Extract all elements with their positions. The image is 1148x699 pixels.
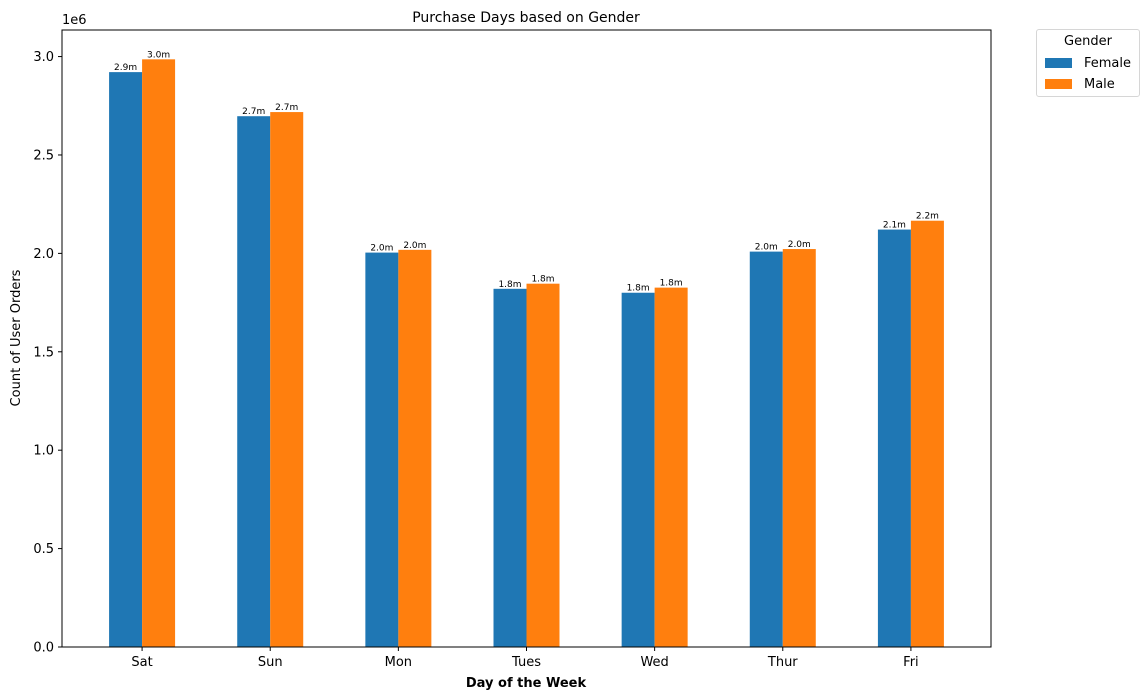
- y-ticks: 0.0 0.5 1.0 1.5 2.0 2.5 3.0: [33, 50, 62, 656]
- data-label-female-fri: 2.1m: [883, 221, 906, 231]
- bar-female-wed: [621, 292, 655, 647]
- bar-male-thur: [782, 249, 816, 648]
- bar-male-fri: [910, 220, 944, 647]
- data-label-male-mon: 2.0m: [403, 241, 426, 251]
- data-label-male-wed: 1.8m: [660, 279, 683, 289]
- bar-female-sun: [237, 116, 271, 647]
- y-tick-label: 2.0: [33, 247, 54, 262]
- bar-female-thur: [749, 251, 783, 648]
- data-label-female-sat: 2.9m: [114, 63, 137, 73]
- data-label-male-tues: 1.8m: [531, 275, 554, 285]
- x-tick-label: Tues: [511, 655, 541, 670]
- data-label-female-thur: 2.0m: [755, 243, 778, 253]
- x-tick-label: Wed: [640, 655, 668, 670]
- bar-male-sun: [270, 112, 304, 648]
- chart-title: Purchase Days based on Gender: [412, 10, 640, 26]
- data-label-male-sun: 2.7m: [275, 103, 298, 113]
- bar-male-wed: [654, 287, 688, 647]
- bars-layer: [109, 59, 944, 648]
- x-ticks: Sat Sun Mon Tues Wed Thur Fri: [131, 647, 919, 670]
- x-tick-label: Thur: [767, 655, 798, 670]
- legend-title: Gender: [1064, 34, 1112, 49]
- data-label-male-fri: 2.2m: [916, 212, 939, 222]
- legend-swatch-female: [1045, 58, 1072, 68]
- y-tick-label: 0.5: [33, 542, 54, 557]
- x-axis-label: Day of the Week: [466, 676, 587, 691]
- y-tick-label: 1.0: [33, 444, 54, 459]
- legend-item-male: Male: [1045, 76, 1115, 92]
- y-tick-label: 0.0: [33, 641, 54, 656]
- bar-female-tues: [493, 288, 527, 647]
- legend-label-male: Male: [1084, 76, 1115, 92]
- y-tick-label: 2.5: [33, 148, 54, 163]
- legend: Gender Female Male: [1036, 29, 1140, 97]
- data-label-female-wed: 1.8m: [627, 284, 650, 294]
- bar-female-mon: [365, 252, 399, 647]
- data-label-male-sat: 3.0m: [147, 50, 170, 60]
- legend-item-female: Female: [1045, 55, 1131, 71]
- y-tick-label: 3.0: [33, 50, 54, 65]
- x-tick-label: Sat: [131, 655, 152, 670]
- bar-female-sat: [109, 72, 143, 648]
- y-axis-label: Count of User Orders: [9, 269, 24, 406]
- legend-label-female: Female: [1084, 55, 1132, 71]
- data-label-female-mon: 2.0m: [370, 244, 393, 254]
- bar-male-tues: [526, 283, 560, 647]
- legend-swatch-male: [1045, 79, 1072, 89]
- data-label-female-sun: 2.7m: [242, 107, 265, 117]
- bar-male-mon: [398, 249, 432, 647]
- x-tick-label: Mon: [385, 655, 412, 670]
- y-offset-label: 1e6: [62, 13, 87, 28]
- y-tick-label: 1.5: [33, 345, 54, 360]
- bar-female-fri: [877, 229, 911, 647]
- data-label-male-thur: 2.0m: [788, 240, 811, 250]
- x-tick-label: Fri: [903, 655, 919, 670]
- x-tick-label: Sun: [258, 655, 283, 670]
- bar-labels-layer: 2.9m 3.0m 2.7m 2.7m 2.0m 2.0m 1.8m 1.8m 1.8m 1.8m…: [114, 50, 939, 293]
- bar-male-sat: [142, 59, 176, 648]
- data-label-female-tues: 1.8m: [498, 280, 521, 290]
